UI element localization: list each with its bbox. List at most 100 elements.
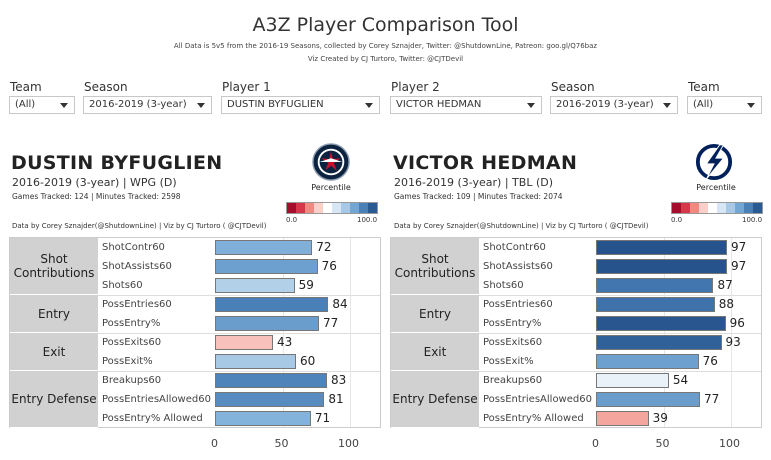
subtitle-data-source: All Data is 5v5 from the 2016-19 Seasons… xyxy=(173,42,598,50)
metric-label: PossEntriesAllowed60 xyxy=(102,394,211,405)
metric-bar[interactable] xyxy=(215,240,313,255)
metric-bar[interactable] xyxy=(596,240,727,255)
metric-value: 96 xyxy=(729,316,745,330)
metric-bar[interactable] xyxy=(215,297,329,312)
metric-value: 97 xyxy=(730,259,747,273)
player1-scale-max: 100.0 xyxy=(357,216,378,224)
category-divider xyxy=(479,295,761,296)
axis-tick-label: 0 xyxy=(211,437,218,450)
metric-bar[interactable] xyxy=(596,259,727,274)
metric-bar[interactable] xyxy=(215,373,328,388)
metric-bar[interactable] xyxy=(215,354,296,369)
metric-value: 76 xyxy=(321,259,337,273)
chevron-down-icon xyxy=(747,103,755,108)
player2-dropdown-value: VICTOR HEDMAN xyxy=(396,99,482,110)
axis-tick-label: 50 xyxy=(274,437,289,450)
team1-filter-label: Team xyxy=(10,80,42,94)
metric-label: PossExits60 xyxy=(102,337,162,348)
category-divider xyxy=(98,371,380,372)
player1-info: 2016-2019 (3-year) | WPG (D) xyxy=(12,176,177,189)
scale-swatch xyxy=(753,203,762,213)
scale-swatch xyxy=(323,203,332,213)
season1-dropdown[interactable]: 2016-2019 (3-year) xyxy=(83,96,212,114)
player1-name: DUSTIN BYFUGLIEN xyxy=(11,152,223,174)
metric-bar[interactable] xyxy=(596,392,700,407)
scale-swatch xyxy=(287,203,296,213)
scale-swatch xyxy=(314,203,323,213)
metric-value: 97 xyxy=(730,240,747,254)
player1-filter-label: Player 1 xyxy=(222,80,271,94)
season2-filter-label: Season xyxy=(551,80,595,94)
metric-value: 71 xyxy=(314,411,331,425)
metric-value: 88 xyxy=(718,297,735,311)
team2-filter-label: Team xyxy=(688,80,720,94)
player1-stats-panel: Shot Contributions Entry Exit Entry Defense… xyxy=(9,237,381,428)
player2-scale-max: 100.0 xyxy=(742,216,763,224)
metric-value: 84 xyxy=(332,297,348,311)
category-label: Entry Defense xyxy=(10,371,98,428)
team2-dropdown-value: (All) xyxy=(693,99,714,110)
metric-bar[interactable] xyxy=(596,278,714,293)
team1-dropdown[interactable]: (All) xyxy=(9,96,75,114)
player2-scale-min: 0.0 xyxy=(671,216,683,224)
page-title: A3Z Player Comparison Tool xyxy=(252,14,519,36)
metric-label: PossEntry% xyxy=(102,318,161,329)
player1-dropdown[interactable]: DUSTIN BYFUGLIEN xyxy=(221,96,380,114)
metric-value: 77 xyxy=(322,316,339,330)
category-label: Shot Contributions xyxy=(391,238,479,295)
metric-value: 76 xyxy=(702,354,718,368)
metric-bar[interactable] xyxy=(596,316,726,331)
player2-filter-label: Player 2 xyxy=(391,80,440,94)
player2-info: 2016-2019 (3-year) | TBL (D) xyxy=(394,176,553,189)
metric-label: ShotContr60 xyxy=(483,242,546,253)
gridline xyxy=(350,238,351,427)
scale-swatch xyxy=(708,203,717,213)
metric-value: 72 xyxy=(316,240,332,254)
category-divider xyxy=(98,295,380,296)
metric-value: 77 xyxy=(703,392,720,406)
player1-dropdown-value: DUSTIN BYFUGLIEN xyxy=(227,99,324,110)
scale-swatch xyxy=(681,203,690,213)
season2-dropdown[interactable]: 2016-2019 (3-year) xyxy=(550,96,678,114)
lightning-logo-icon xyxy=(695,143,733,181)
scale-swatch xyxy=(296,203,305,213)
scale-swatch xyxy=(717,203,726,213)
metric-value: 87 xyxy=(717,278,733,292)
gridline xyxy=(731,238,732,427)
scale-swatch xyxy=(726,203,735,213)
metric-bar[interactable] xyxy=(215,278,295,293)
metric-bar[interactable] xyxy=(596,373,669,388)
category-label: Entry xyxy=(10,295,98,333)
player1-scale-min: 0.0 xyxy=(286,216,298,224)
metric-value: 83 xyxy=(331,373,347,387)
scale-swatch xyxy=(744,203,753,213)
metric-bar[interactable] xyxy=(596,297,715,312)
player1-percentile-scale xyxy=(286,202,378,214)
team1-dropdown-value: (All) xyxy=(15,99,36,110)
chevron-down-icon xyxy=(365,103,373,108)
scale-swatch xyxy=(368,203,377,213)
metric-value: 59 xyxy=(298,278,314,292)
chevron-down-icon xyxy=(663,103,671,108)
metric-label: ShotAssists60 xyxy=(483,261,553,272)
metric-label: PossEntriesAllowed60 xyxy=(483,394,592,405)
metric-label: PossEntry% xyxy=(483,318,542,329)
metric-label: PossExit% xyxy=(102,356,153,367)
metric-bar[interactable] xyxy=(215,411,311,426)
scale-swatch xyxy=(735,203,744,213)
team2-dropdown[interactable]: (All) xyxy=(687,96,762,114)
player1-credit: Data by Corey Sznajder(@ShutdownLine) | … xyxy=(12,222,267,230)
metric-bar[interactable] xyxy=(596,411,649,426)
metric-bar[interactable] xyxy=(596,354,699,369)
axis-tick-label: 100 xyxy=(719,437,740,450)
scale-swatch xyxy=(305,203,314,213)
metric-bar[interactable] xyxy=(215,259,318,274)
scale-swatch xyxy=(359,203,368,213)
metric-bar[interactable] xyxy=(215,392,325,407)
metric-bar[interactable] xyxy=(596,335,722,350)
metric-bar[interactable] xyxy=(215,335,274,350)
metric-bar[interactable] xyxy=(215,316,319,331)
metric-label: PossEntries60 xyxy=(483,299,553,310)
season1-filter-label: Season xyxy=(84,80,128,94)
player2-dropdown[interactable]: VICTOR HEDMAN xyxy=(390,96,542,114)
